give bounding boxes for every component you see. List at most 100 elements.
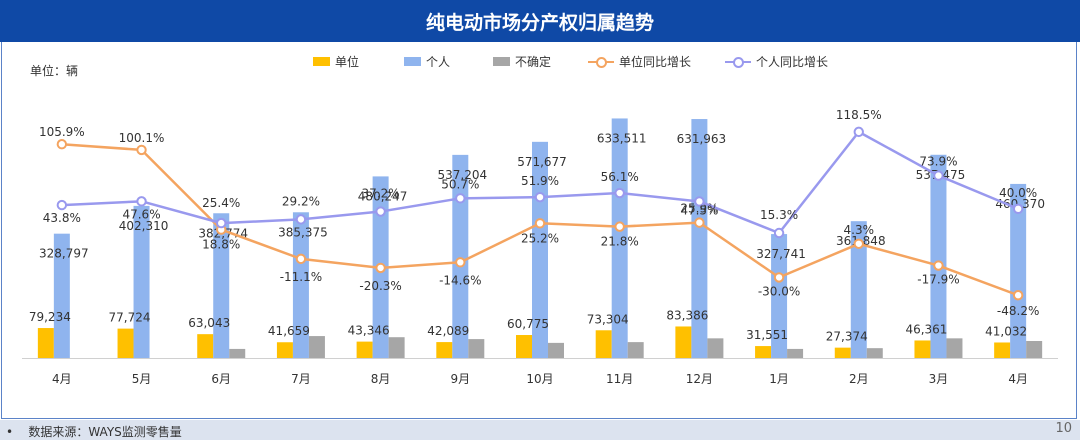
legend-item-personal: 个人: [404, 53, 450, 70]
bar-personal: [53, 233, 70, 358]
bar-unit: [37, 328, 54, 358]
bar-uncertain: [866, 348, 883, 358]
bar-unit: [675, 326, 692, 358]
legend-swatch-uncertain: [493, 57, 510, 66]
bar-personal: [1010, 183, 1027, 358]
data-label-unit-yoy: 100.1%: [119, 131, 165, 145]
marker-personal-yoy: [295, 214, 307, 225]
marker-personal-yoy: [534, 191, 546, 203]
marker-unit-yoy: [136, 144, 147, 156]
data-label-unit-yoy: -11.1%: [280, 270, 322, 284]
data-label-unit: 31,551: [746, 328, 788, 342]
bar-personal: [292, 212, 309, 358]
bar-unit: [436, 342, 453, 358]
marker-unit-yoy: [375, 262, 386, 274]
data-label-personal-yoy: 56.1%: [601, 170, 639, 184]
data-label-personal-yoy: 47.6%: [122, 207, 160, 221]
data-label-unit-yoy: 105.9%: [39, 125, 85, 139]
data-label-unit-yoy: -17.9%: [917, 273, 959, 287]
legend-item-unit-yoy: 单位同比增长: [588, 53, 691, 70]
legend-swatch-unit: [313, 57, 330, 66]
data-label-unit: 46,361: [905, 322, 947, 336]
x-tick-label: 11月: [606, 372, 633, 386]
marker-unit-yoy: [694, 217, 705, 228]
data-label-personal-yoy: 40.0%: [999, 186, 1037, 200]
legend-label-unit: 单位: [335, 55, 360, 69]
unit-label: 单位：辆: [30, 64, 79, 78]
bar-uncertain: [468, 339, 485, 358]
data-label-personal: 460,370: [995, 197, 1045, 211]
data-label-personal: 633,511: [597, 131, 647, 145]
marker-unit-yoy: [933, 260, 944, 271]
marker-unit-yoy: [534, 218, 546, 229]
footer: • 数据来源：WAYS监测零售量 10: [0, 420, 1080, 440]
data-label-personal-yoy: 73.9%: [919, 155, 957, 169]
bar-personal: [611, 118, 628, 359]
bar-unit: [595, 330, 612, 358]
data-label-unit: 83,386: [666, 308, 708, 322]
x-tick-label: 3月: [929, 372, 949, 386]
bar-uncertain: [787, 348, 804, 358]
bar-uncertain: [627, 342, 644, 358]
bar-uncertain: [548, 342, 564, 358]
data-label-unit: 43,346: [348, 324, 390, 338]
bar-uncertain: [388, 337, 405, 358]
marker-personal-yoy: [455, 193, 466, 204]
data-label-personal-yoy: 47.5%: [680, 203, 718, 217]
x-tick-label: 12月: [686, 372, 713, 386]
data-label-unit: 41,032: [985, 324, 1027, 338]
bar-personal: [133, 205, 150, 358]
bar-unit: [276, 342, 293, 358]
data-label-personal: 327,741: [756, 247, 806, 261]
data-label-personal-yoy: 51.9%: [521, 174, 559, 188]
marker-personal-yoy: [375, 206, 386, 217]
marker-unit-yoy: [295, 253, 307, 265]
data-label-personal: 571,677: [517, 155, 567, 169]
bar-personal: [771, 234, 788, 358]
legend-item-uncertain: 不确定: [493, 53, 551, 70]
data-label-unit: 41,659: [268, 324, 310, 338]
legend-label-uncertain: 不确定: [515, 55, 552, 69]
bar-unit: [755, 346, 772, 358]
x-tick-label: 7月: [291, 372, 311, 386]
data-label-personal-yoy: 29.2%: [282, 194, 320, 208]
data-label-unit-yoy: -30.0%: [758, 284, 800, 298]
bar-unit: [834, 347, 851, 358]
title-bar: 纯电动市场分产权归属趋势: [0, 0, 1080, 42]
data-label-unit: 73,304: [587, 312, 629, 326]
data-label-personal: 385,375: [278, 225, 328, 239]
data-label-unit: 77,724: [109, 311, 151, 325]
legend-swatch-personal-yoy: [725, 56, 751, 68]
legend-label-personal-yoy: 个人同比增长: [756, 55, 829, 69]
x-tick-label: 1月: [769, 372, 789, 386]
marker-personal-yoy: [694, 196, 705, 207]
legend-swatch-personal: [404, 57, 421, 66]
marker-personal-yoy: [853, 126, 864, 138]
data-label-unit: 79,234: [29, 310, 71, 324]
x-tick-label: 5月: [132, 372, 152, 386]
page-title: 纯电动市场分产权归属趋势: [425, 11, 654, 34]
marker-unit-yoy: [853, 238, 864, 249]
marker-personal-yoy: [933, 170, 944, 181]
chart-area: 79,234 77,724 63,043 41,659 43,346 42,089 60,7…: [22, 108, 1058, 386]
bar-uncertain: [707, 338, 724, 358]
data-label-unit-yoy: 18.8%: [202, 238, 240, 252]
x-tick-label: 6月: [211, 372, 231, 386]
data-label-personal-yoy: 50.7%: [441, 177, 479, 191]
bar-unit: [994, 342, 1011, 358]
data-label-personal: 480,247: [358, 189, 408, 203]
data-label-unit-yoy: -14.6%: [439, 273, 481, 287]
marker-unit-yoy: [773, 272, 785, 283]
marker-personal-yoy: [136, 196, 147, 207]
legend-label-unit-yoy: 单位同比增长: [619, 55, 692, 69]
data-label-personal-yoy: 37.2%: [362, 187, 400, 201]
data-label-unit-yoy: -48.2%: [997, 304, 1039, 318]
marker-personal-yoy: [56, 199, 68, 211]
data-label-personal: 631,963: [677, 132, 727, 146]
bar-personal: [213, 213, 230, 358]
data-label-personal: 328,797: [39, 247, 89, 261]
bar-personal: [452, 154, 469, 358]
data-label-personal-yoy: 43.8%: [43, 211, 81, 225]
data-label-personal: 402,310: [119, 219, 169, 233]
data-label-unit-yoy: -20.3%: [359, 279, 401, 293]
